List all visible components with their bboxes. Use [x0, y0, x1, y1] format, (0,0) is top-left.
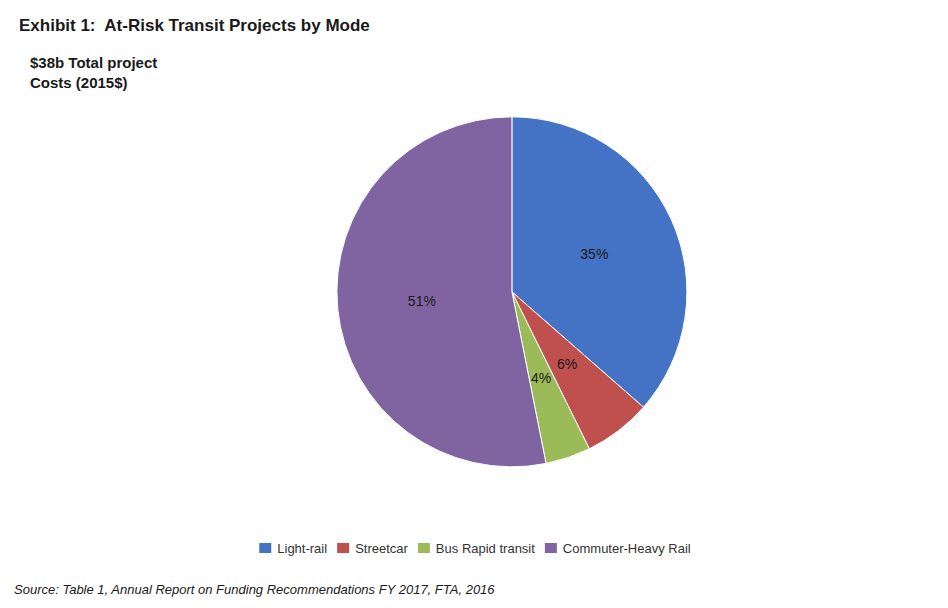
svg-text:$38b Total project: $38b Total project — [30, 54, 157, 71]
svg-text:Streetcar: Streetcar — [355, 541, 408, 556]
svg-text:6%: 6% — [557, 356, 577, 372]
svg-text:Commuter-Heavy Rail: Commuter-Heavy Rail — [563, 541, 691, 556]
svg-text:Bus Rapid transit: Bus Rapid transit — [436, 541, 535, 556]
svg-text:Source: Table 1, Annual Report: Source: Table 1, Annual Report on Fundin… — [14, 582, 495, 597]
svg-text:Light-rail: Light-rail — [277, 541, 327, 556]
svg-text:4%: 4% — [531, 370, 551, 386]
svg-text:35%: 35% — [580, 246, 608, 262]
svg-text:Exhibit 1: At-Risk Transit Pr: Exhibit 1: At-Risk Transit Projects by M… — [19, 16, 370, 35]
svg-text:51%: 51% — [408, 293, 436, 309]
svg-text:Costs (2015$): Costs (2015$) — [30, 74, 128, 91]
